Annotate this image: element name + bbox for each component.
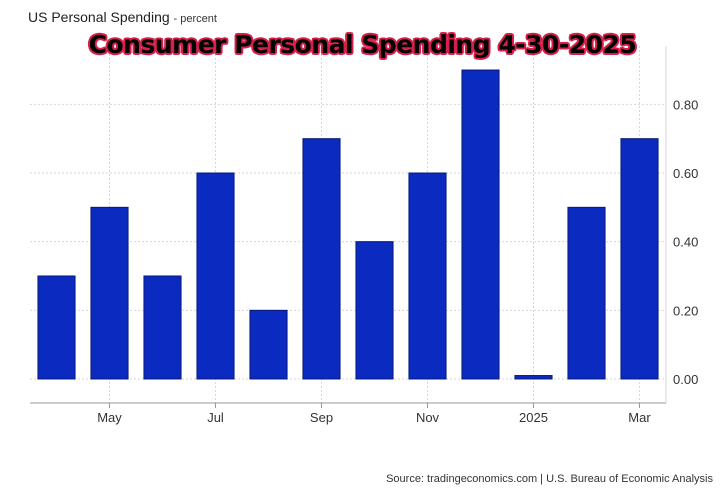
axes bbox=[30, 46, 667, 408]
y-tick-label: 0.60 bbox=[673, 166, 698, 181]
chart-unit: - percent bbox=[173, 13, 217, 25]
y-tick-label: 0.00 bbox=[673, 372, 698, 387]
chart-header: US Personal Spending - percent bbox=[28, 9, 217, 25]
x-tick-label: Sep bbox=[310, 410, 333, 425]
chart-banner-title: Consumer Personal Spending 4-30-2025 bbox=[88, 30, 637, 59]
bar-mar-2025 bbox=[620, 138, 659, 380]
x-tick-labels: May Jul Sep Nov 2025 Mar bbox=[97, 410, 651, 425]
x-tick-label: Jul bbox=[207, 410, 224, 425]
bar-jun-2024 bbox=[143, 275, 182, 380]
bar-oct-2024 bbox=[355, 241, 394, 380]
bar-jul-2024 bbox=[196, 172, 235, 380]
y-tick-label: 0.20 bbox=[673, 303, 698, 318]
bar-apr-2024 bbox=[37, 275, 76, 380]
source-note: Source: tradingeconomics.com | U.S. Bure… bbox=[386, 473, 713, 485]
y-tick-labels: 0.00 0.20 0.40 0.60 0.80 bbox=[673, 97, 698, 387]
bar-dec-2024 bbox=[461, 69, 500, 380]
bar-may-2024 bbox=[90, 206, 129, 380]
x-tick-label: Mar bbox=[628, 410, 651, 425]
chart-title: US Personal Spending bbox=[28, 9, 170, 25]
bar-sep-2024 bbox=[302, 138, 341, 380]
bar-feb-2025 bbox=[567, 206, 606, 380]
bars bbox=[37, 69, 659, 380]
bar-nov-2024 bbox=[408, 172, 447, 380]
y-tick-label: 0.80 bbox=[673, 97, 698, 112]
x-tick-label: 2025 bbox=[519, 410, 548, 425]
x-tick-label: May bbox=[97, 410, 122, 425]
y-tick-label: 0.40 bbox=[673, 235, 698, 250]
bar-aug-2024 bbox=[249, 309, 288, 380]
x-tick-label: Nov bbox=[416, 410, 440, 425]
bar-jan-2025 bbox=[514, 375, 553, 380]
